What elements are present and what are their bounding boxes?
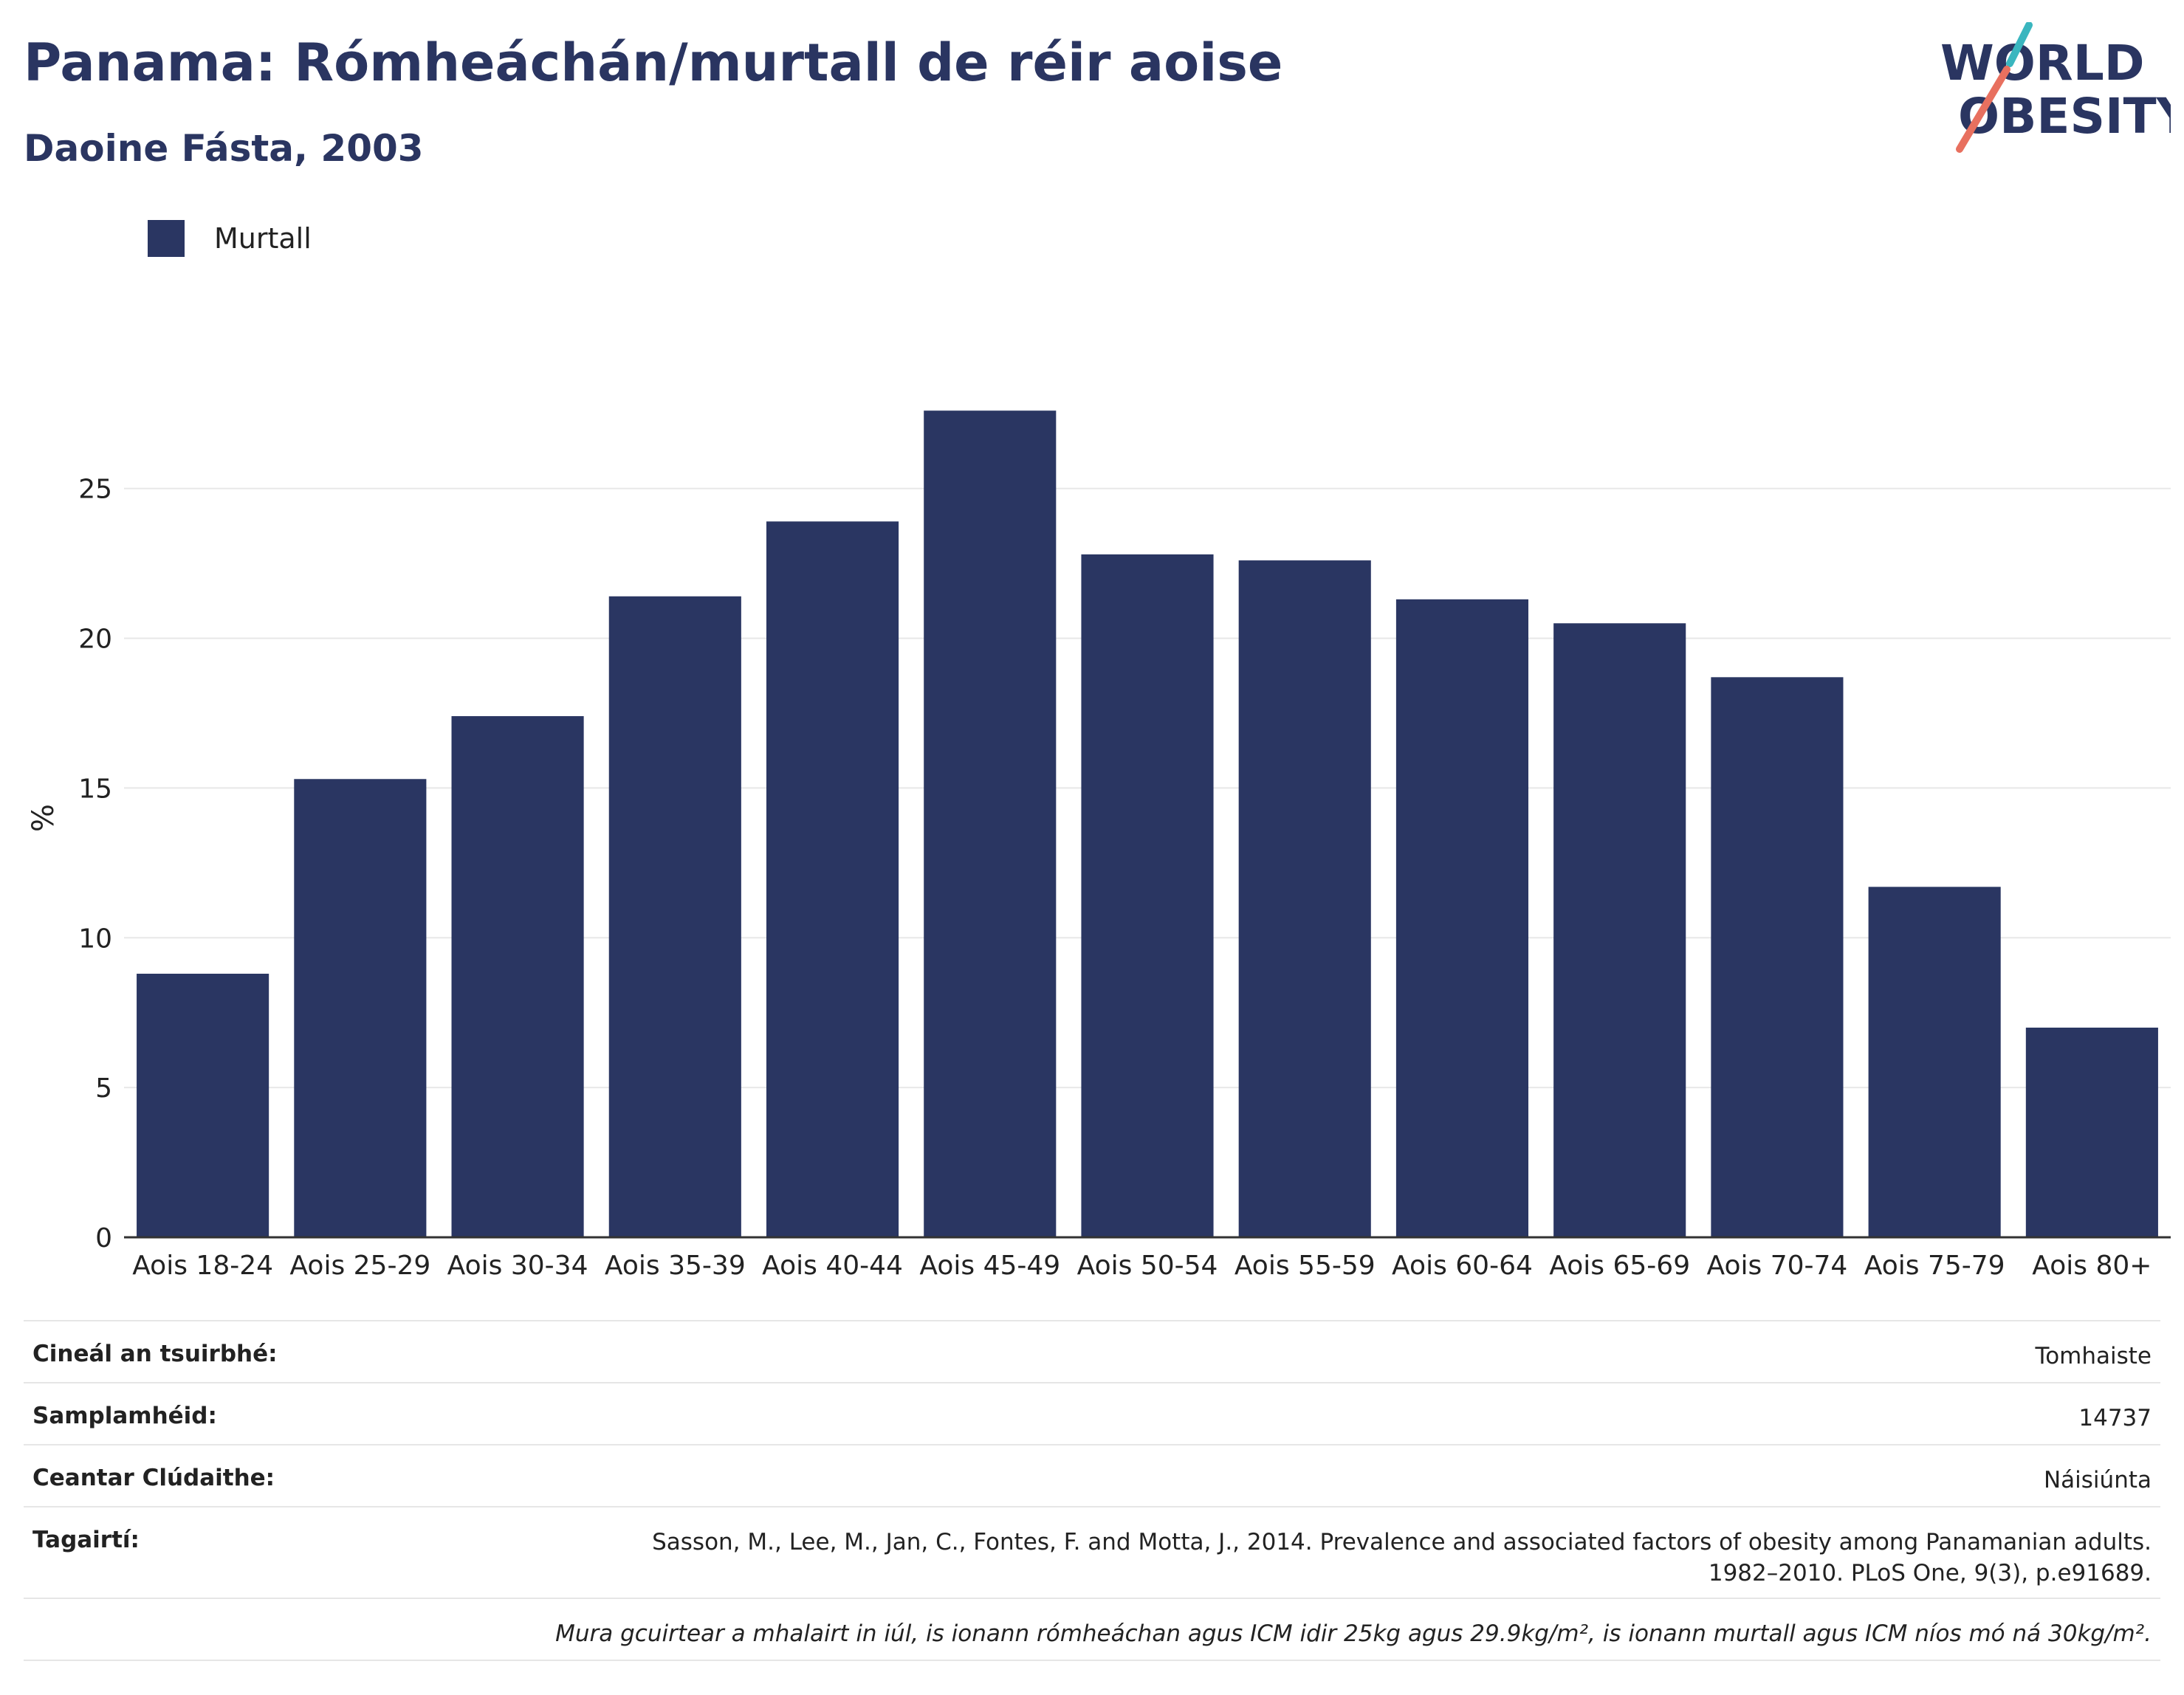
y-tick-label: 15 [78,774,112,804]
x-tick-label: Aois 25-29 [289,1251,430,1281]
reference-line2: 1982–2010. PLoS One, 9(3), p.e91689. [1708,1560,2152,1586]
chart-subtitle: Daoine Fásta, 2003 [24,127,424,170]
bar [1711,677,1844,1237]
info-row-note: Mura gcuirtear a mhalairt in iúl, is ion… [24,1598,2160,1660]
reference-line1: Sasson, M., Lee, M., Jan, C., Fontes, F.… [652,1529,2152,1555]
x-tick-label: Aois 55-59 [1234,1251,1376,1281]
bar [608,596,741,1237]
info-row-coverage: Ceantar Clúdaithe: Náisiúnta [24,1444,2160,1506]
info-label: Ceantar Clúdaithe: [32,1465,275,1491]
x-tick-label: Aois 18-24 [132,1251,273,1281]
info-row-sample-size: Samplamhéid: 14737 [24,1382,2160,1444]
logo-line1: WORLD [1940,35,2145,92]
bar [1081,554,1214,1237]
info-value: Tomhaiste [2035,1343,2152,1369]
bar-chart: 0 5 10 15 20 25 Aois 18-24 Aois 25-29 Aois 30-34… [27,410,2171,1281]
bar [1553,623,1686,1237]
x-tick-label: Aois 50-54 [1077,1251,1218,1281]
definition-note: Mura gcuirtear a mhalairt in iúl, is ion… [555,1620,2152,1647]
bar [451,716,584,1237]
x-tick-label: Aois 60-64 [1392,1251,1533,1281]
info-value: Náisiúnta [2043,1467,2152,1493]
bars [137,410,2158,1238]
y-tick-label: 10 [78,924,112,954]
y-tick-label: 25 [78,475,112,505]
info-row-references: Tagairtí: Sasson, M., Lee, M., Jan, C., … [24,1506,2160,1598]
legend-swatch-murtall [148,220,185,257]
x-tick-label: Aois 70-74 [1707,1251,1848,1281]
bar [1238,560,1371,1237]
info-row-survey-type: Cineál an tsuirbhé: Tomhaiste [24,1320,2160,1382]
bar [137,973,269,1237]
chart-title: Panama: Rómheáchán/murtall de réir aoise [24,32,1283,93]
y-axis-label: % [27,804,61,832]
y-tick-label: 5 [95,1073,112,1104]
axes: 0 5 10 15 20 25 Aois 18-24 Aois 25-29 Aois 30-34… [27,475,2171,1281]
bar [294,779,427,1237]
x-tick-label: Aois 30-34 [447,1251,588,1281]
bar [1868,887,2001,1237]
x-tick-label: Aois 40-44 [762,1251,903,1281]
x-tick-label: Aois 45-49 [919,1251,1060,1281]
y-tick-label: 0 [95,1223,112,1254]
x-tick-label: Aois 80+ [2032,1251,2152,1281]
world-obesity-logo: WORLD OBESITY [1940,22,2171,153]
x-tick-label: Aois 65-69 [1549,1251,1690,1281]
y-tick-label: 20 [78,625,112,655]
info-label: Cineál an tsuirbhé: [32,1341,278,1367]
info-label: Tagairtí: [32,1527,140,1553]
info-label: Samplamhéid: [32,1403,217,1429]
info-bottom-border [24,1660,2160,1661]
x-tick-label: Aois 35-39 [605,1251,746,1281]
x-tick-label: Aois 75-79 [1864,1251,2005,1281]
bar [1395,599,1529,1237]
legend: Murtall [148,220,312,257]
bar [924,410,1057,1238]
info-value: 14737 [2078,1405,2152,1431]
legend-label-murtall: Murtall [214,222,312,255]
info-value: Sasson, M., Lee, M., Jan, C., Fontes, F.… [652,1527,2152,1589]
bar [766,521,899,1237]
bar [2025,1028,2158,1237]
survey-info-table: Cineál an tsuirbhé: Tomhaiste Samplamhéi… [24,1320,2160,1661]
